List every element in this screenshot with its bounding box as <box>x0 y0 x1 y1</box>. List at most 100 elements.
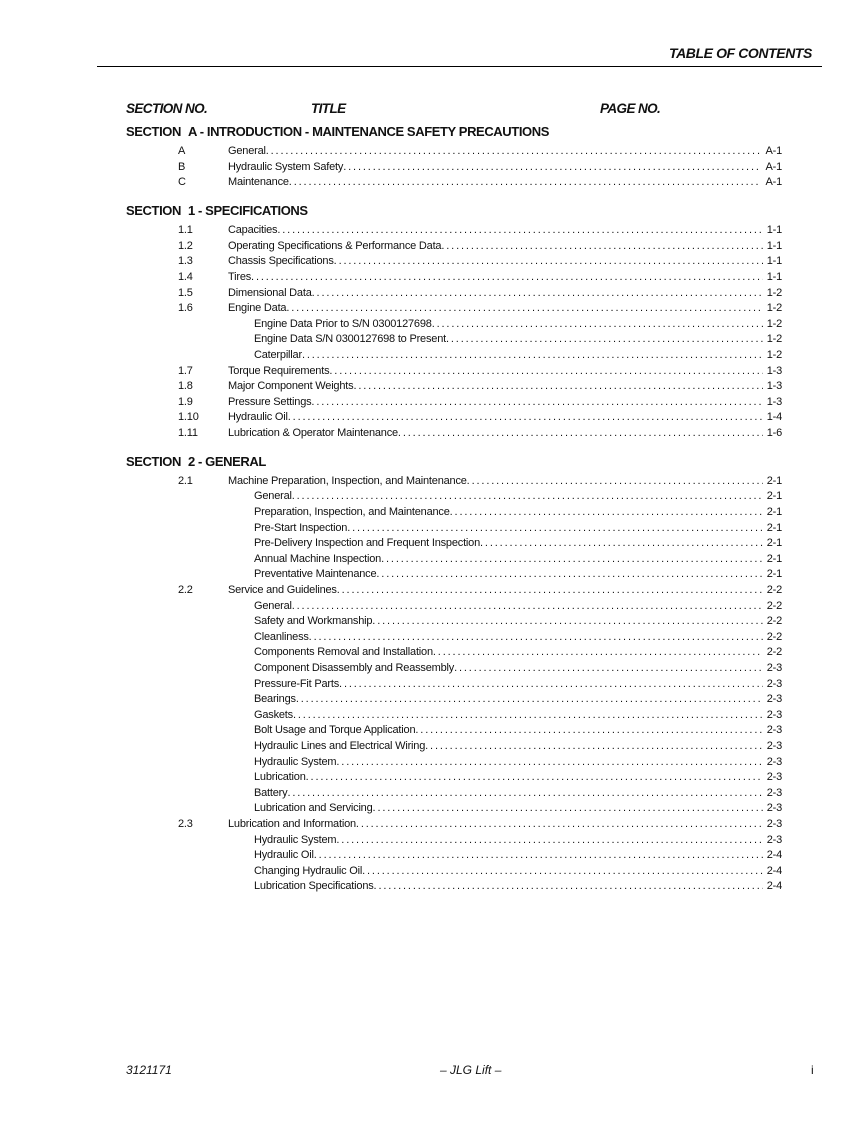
entry-title: Torque Requirements <box>228 363 330 380</box>
toc-entry[interactable]: 1.11 Lubrication & Operator Maintenance 1-… <box>126 425 782 442</box>
entry-title-wrap: Pre-Start Inspection <box>254 520 763 537</box>
dot-leader <box>288 410 763 426</box>
entry-title: Engine Data Prior to S/N 0300127698 <box>254 316 432 333</box>
entry-title-wrap: Pre-Delivery Inspection and Frequent Ins… <box>254 536 763 552</box>
toc-entry[interactable]: Hydraulic System 2-3 <box>126 832 783 849</box>
toc-entry[interactable]: Caterpillar 1-2 <box>126 347 782 364</box>
toc-entry[interactable]: 1.5 Dimensional Data 1-2 <box>126 285 782 302</box>
toc-entry[interactable]: C Maintenance A-1 <box>126 175 782 191</box>
dot-leader <box>289 175 762 191</box>
entry-title-wrap: Hydraulic Lines and Electrical Wiring <box>254 738 763 755</box>
toc-entry[interactable]: 1.2 Operating Specifications & Performanc… <box>126 238 782 255</box>
dot-leader <box>376 567 762 583</box>
entry-page: 2-1 <box>766 537 783 550</box>
toc-entry[interactable]: Hydraulic Oil 2-4 <box>126 848 782 864</box>
toc-entry[interactable]: Engine Data Prior to S/N 0300127698 1-2 <box>126 316 782 333</box>
dot-leader <box>353 379 762 395</box>
toc-entry[interactable]: Annual Machine Inspection 2-1 <box>126 551 782 568</box>
toc-entry[interactable]: Lubrication and Servicing 2-3 <box>126 801 782 817</box>
footer-doc-number: 3121171 <box>126 1063 172 1077</box>
toc-entry[interactable]: 1.6 Engine Data 1-2 <box>126 301 782 317</box>
entry-number: 1.5 <box>178 286 193 299</box>
toc-entry[interactable]: Lubrication 2-3 <box>126 770 782 786</box>
toc-entry[interactable]: Gaskets 2-3 <box>126 707 782 724</box>
toc-entry[interactable]: 2.2 Service and Guidelines 2-2 <box>126 583 782 599</box>
entry-title: General <box>228 144 266 160</box>
section-entries: A General A-1 B Hydraulic System Safety A-1 C M… <box>126 144 782 191</box>
toc-entry[interactable]: Bolt Usage and Torque Application 2-3 <box>126 723 782 739</box>
dot-leader <box>286 301 762 317</box>
toc-entry[interactable]: 1.3 Chassis Specifications 1-1 <box>126 254 782 270</box>
toc-entry[interactable]: 1.1 Capacities 1-1 <box>126 223 782 239</box>
entry-page: 2-3 <box>766 677 783 690</box>
dot-leader <box>454 661 763 677</box>
toc-entry[interactable]: Pre-Start Inspection 2-1 <box>126 520 782 537</box>
section-label: SECTION <box>126 124 181 139</box>
entry-title: Operating Specifications & Performance D… <box>228 238 442 255</box>
entry-title: Engine Data S/N 0300127698 to Present <box>254 332 446 348</box>
entry-page: 1-2 <box>766 333 783 346</box>
toc-entry[interactable]: 1.7 Torque Requirements 1-3 <box>126 363 782 380</box>
entry-page: 2-3 <box>766 833 783 846</box>
entry-title-wrap: Lubrication & Operator Maintenance <box>228 425 763 442</box>
section-heading: SECTION 2 - GENERAL <box>126 450 782 474</box>
entry-title-wrap: Tires <box>228 269 763 286</box>
entry-title: Pressure Settings <box>228 394 312 411</box>
toc-entry[interactable]: 2.3 Lubrication and Information 2-3 <box>126 816 782 833</box>
entry-number: 1.10 <box>178 411 199 424</box>
toc-entry[interactable]: 1.4 Tires 1-1 <box>126 269 782 286</box>
toc-entry[interactable]: Cleanliness 2-2 <box>126 629 782 646</box>
toc-entry[interactable]: 2.1 Machine Preparation, Inspection, and … <box>126 473 783 490</box>
toc-entry[interactable]: Changing Hydraulic Oil 2-4 <box>126 863 782 880</box>
entry-number: 1.6 <box>178 302 193 315</box>
footer-page-number: i <box>811 1063 814 1077</box>
dot-leader <box>433 645 763 661</box>
dot-leader <box>347 521 762 537</box>
toc-entry[interactable]: Component Disassembly and Reassembly 2-3 <box>126 661 782 677</box>
toc-entry[interactable]: B Hydraulic System Safety A-1 <box>126 159 782 176</box>
toc-entry[interactable]: A General A-1 <box>126 144 782 160</box>
toc-entry[interactable]: Lubrication Specifications 2-4 <box>126 879 782 895</box>
entry-title: Pressure-Fit Parts <box>254 676 339 693</box>
toc-entry[interactable]: General 2-2 <box>126 598 782 615</box>
entry-number: 1.1 <box>178 224 193 237</box>
toc-entry[interactable]: 1.10 Hydraulic Oil 1-4 <box>126 410 782 426</box>
toc-entry[interactable]: Pressure-Fit Parts 2-3 <box>126 676 783 693</box>
toc-entry[interactable]: Engine Data S/N 0300127698 to Present 1-2 <box>126 332 782 348</box>
toc-entry[interactable]: Hydraulic Lines and Electrical Wiring 2-3 <box>126 738 782 755</box>
toc-entry[interactable]: Safety and Workmanship 2-2 <box>126 614 782 630</box>
toc-entry[interactable]: Pre-Delivery Inspection and Frequent Ins… <box>126 536 782 552</box>
entry-number: 1.8 <box>178 380 193 393</box>
entry-title: Bearings <box>254 692 296 708</box>
dot-leader <box>372 614 762 630</box>
toc-entry[interactable]: Battery 2-3 <box>126 785 782 802</box>
toc-entry[interactable]: Components Removal and Installation 2-2 <box>126 645 782 661</box>
entry-number: 2.1 <box>178 474 193 487</box>
toc-entry[interactable]: 1.9 Pressure Settings 1-3 <box>126 394 782 411</box>
toc-entry[interactable]: General 2-1 <box>126 489 782 506</box>
dot-leader <box>293 708 763 724</box>
entry-title: Pre-Start Inspection <box>254 520 347 537</box>
entry-title: Chassis Specifications <box>228 254 334 270</box>
toc-entry[interactable]: Preparation, Inspection, and Maintenance… <box>126 505 782 521</box>
dot-leader <box>292 599 763 615</box>
entry-page: 2-1 <box>766 474 783 487</box>
section-title: 2 - GENERAL <box>188 453 266 469</box>
toc-entry[interactable]: 1.8 Major Component Weights 1-3 <box>126 379 782 395</box>
header-rule <box>97 66 822 67</box>
entry-title: Bolt Usage and Torque Application <box>254 723 416 739</box>
entry-title: Caterpillar <box>254 347 302 364</box>
toc-entry[interactable]: Preventative Maintenance 2-1 <box>126 567 782 584</box>
entry-title: Hydraulic System Safety <box>228 159 343 176</box>
toc-entry[interactable]: Bearings 2-3 <box>126 692 782 708</box>
entry-number: 1.3 <box>178 255 193 268</box>
dot-leader <box>373 801 763 817</box>
entry-page: A-1 <box>765 160 782 173</box>
toc-entry[interactable]: Hydraulic System 2-3 <box>126 754 782 771</box>
entry-title-wrap: Hydraulic System Safety <box>228 159 761 176</box>
dot-leader <box>336 755 762 771</box>
entry-title: Dimensional Data <box>228 285 312 302</box>
header-title: TABLE OF CONTENTS <box>668 45 812 61</box>
dot-leader <box>309 630 763 646</box>
section-label: SECTION <box>126 203 181 219</box>
